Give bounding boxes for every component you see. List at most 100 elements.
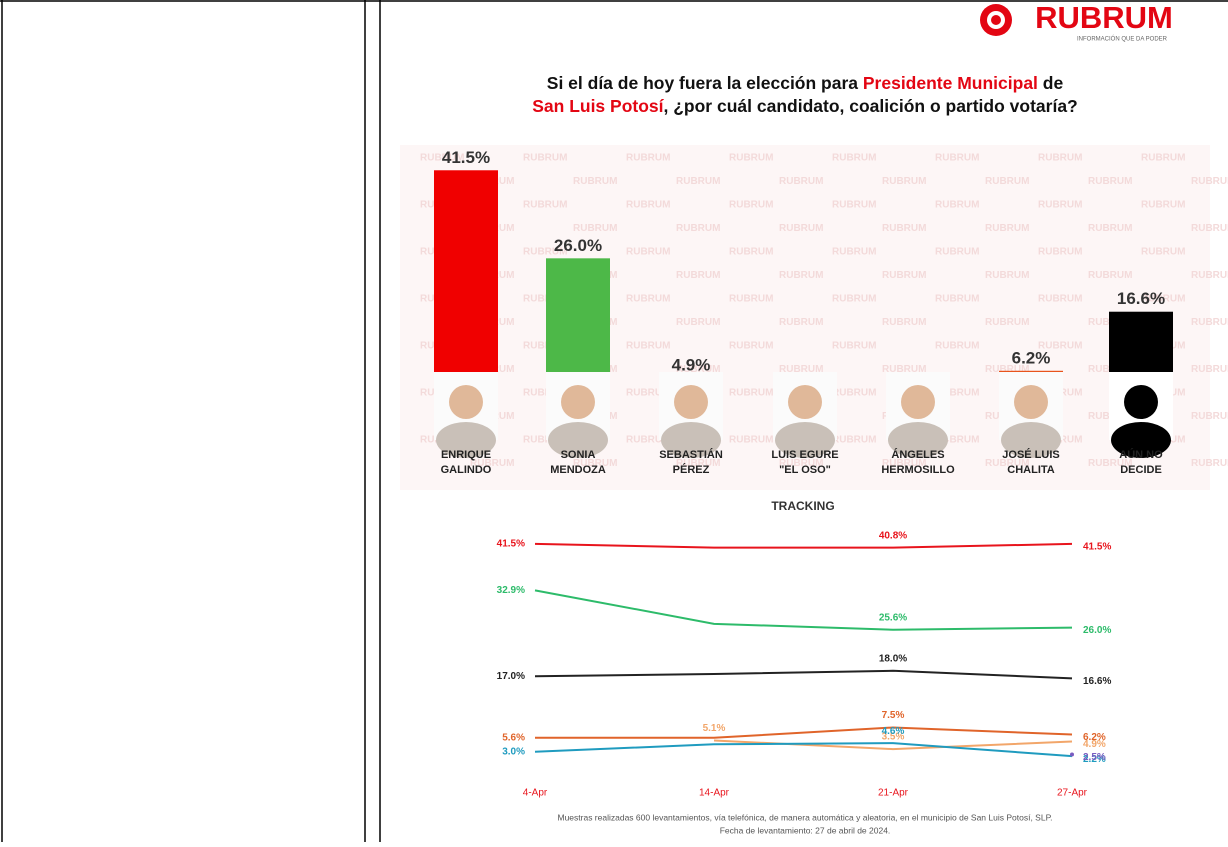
chart-title: TRACKING (771, 499, 834, 513)
series-point (1070, 753, 1074, 757)
watermark: RUBRUM (626, 294, 670, 305)
watermark: RUBRUM (1088, 223, 1132, 234)
category-label: JOSÉ LUIS (1002, 448, 1059, 461)
category-label: AÚN NO (1119, 448, 1163, 461)
category-label: HERMOSILLO (881, 464, 955, 476)
x-tick-label: 4-Apr (523, 788, 548, 799)
data-label: 4.9% (1083, 739, 1106, 750)
data-label: 4.6% (882, 726, 905, 737)
watermark: RUBRUM (573, 223, 617, 234)
watermark: RUBRUM (882, 176, 926, 187)
category-label: SONIA (561, 449, 596, 461)
watermark: RUBRUM (832, 294, 876, 305)
watermark: RUBRUM (1038, 200, 1082, 211)
data-label: 5.1% (703, 723, 726, 734)
title-part: de (1038, 73, 1064, 93)
watermark: RUBRUM (832, 247, 876, 258)
chart-title: San Luis Potosí, ¿por cuál candidato, co… (532, 96, 1078, 116)
category-label: ÁNGELES (891, 448, 944, 461)
logo-tagline: INFORMACIÓN QUE DA PODER (1077, 36, 1168, 43)
data-label: 26.0% (1083, 625, 1111, 636)
watermark: RUBRUM (935, 247, 979, 258)
watermark: RUBRUM (1191, 458, 1228, 469)
watermark: RUBRUM (626, 200, 670, 211)
screenshot: RUBRUM INFORMACIÓN QUE DA PODER RUBRUM RU… (0, 0, 1228, 842)
category-label: LUIS EGURE (771, 449, 838, 461)
category-label: CHALITA (1007, 464, 1055, 476)
watermark: RUBRUM (729, 388, 773, 399)
x-tick-label: 21-Apr (878, 788, 909, 799)
data-label: 17.0% (497, 671, 525, 682)
data-label: 18.0% (879, 653, 907, 664)
value-label: 6.2% (1012, 348, 1051, 367)
watermark: RUBRUM (882, 270, 926, 281)
title-part: San Luis Potosí (532, 96, 664, 116)
value-label: 26.0% (554, 236, 602, 255)
watermark: RUBRUM (935, 341, 979, 352)
watermark: RUBRUM (729, 153, 773, 164)
watermark: RUBRUM (1088, 270, 1132, 281)
watermark: RUBRUM (676, 223, 720, 234)
photo-head (561, 385, 595, 419)
watermark: RUBRUM (1191, 270, 1228, 281)
watermark: RUBRUM (832, 200, 876, 211)
data-label: 41.5% (1083, 542, 1111, 553)
data-label: 25.6% (879, 612, 907, 623)
photo-head (674, 385, 708, 419)
photo-head (901, 385, 935, 419)
watermark: RUBRUM (1191, 317, 1228, 328)
watermark: RUBRUM (882, 223, 926, 234)
watermark: RUBRUM (1191, 223, 1228, 234)
page: RUBRUM INFORMACIÓN QUE DA PODER RUBRUM RU… (0, 0, 1228, 842)
watermark: RUBRUM (1141, 153, 1185, 164)
photo-head (449, 385, 483, 419)
logo-mark (991, 15, 1001, 25)
watermark: RUBRUM (935, 294, 979, 305)
watermark: RUBRUM (1191, 411, 1228, 422)
watermark: RUBRUM (729, 247, 773, 258)
watermark: RUBRUM (729, 294, 773, 305)
category-label: GALINDO (441, 464, 492, 476)
title-part: , ¿por cuál candidato, coalición o parti… (664, 96, 1078, 116)
watermark: RUBRUM (626, 247, 670, 258)
watermark: RUBRUM (985, 223, 1029, 234)
watermark: RUBRUM (729, 341, 773, 352)
data-label: 7.5% (882, 710, 905, 721)
watermark: RUBRUM (832, 341, 876, 352)
footnote: Fecha de levantamiento: 27 de abril de 2… (720, 825, 891, 835)
watermark: RUBRUM (1038, 153, 1082, 164)
watermark: RUBRUM (573, 176, 617, 187)
footnote: Muestras realizadas 600 levantamientos, … (557, 812, 1052, 822)
watermark: RUBRUM (523, 153, 567, 164)
photo-head (1014, 385, 1048, 419)
watermark: RUBRUM (1191, 176, 1228, 187)
data-label: 2.5% (1083, 752, 1106, 763)
watermark: RUBRUM (832, 153, 876, 164)
category-label: "EL OSO" (779, 464, 831, 476)
watermark: RUBRUM (832, 435, 876, 446)
data-label: 16.6% (1083, 676, 1111, 687)
watermark: RUBRUM (676, 317, 720, 328)
data-label: 40.8% (879, 530, 907, 541)
watermark: RUBRUM (1141, 247, 1185, 258)
category-label: PÉREZ (673, 463, 710, 476)
watermark: RUBRUM (935, 153, 979, 164)
watermark: RUBRUM (779, 317, 823, 328)
watermark: RUBRUM (779, 270, 823, 281)
bar (434, 170, 498, 406)
watermark: RUBRUM (626, 341, 670, 352)
category-label: DECIDE (1120, 464, 1162, 476)
category-label: SEBASTIÁN (659, 448, 723, 461)
photo-head (788, 385, 822, 419)
watermark: RUBRUM (1088, 176, 1132, 187)
chart-title: Si el día de hoy fuera la elección para … (547, 73, 1064, 93)
logo-text: RUBRUM (1035, 0, 1173, 35)
watermark: RUBRUM (779, 223, 823, 234)
x-tick-label: 27-Apr (1057, 788, 1088, 799)
watermark: RUBRUM (729, 435, 773, 446)
watermark: RUBRUM (523, 200, 567, 211)
data-label: 5.6% (502, 732, 525, 743)
watermark: RUBRUM (1038, 247, 1082, 258)
watermark: RUBRUM (985, 317, 1029, 328)
watermark: RUBRUM (676, 270, 720, 281)
